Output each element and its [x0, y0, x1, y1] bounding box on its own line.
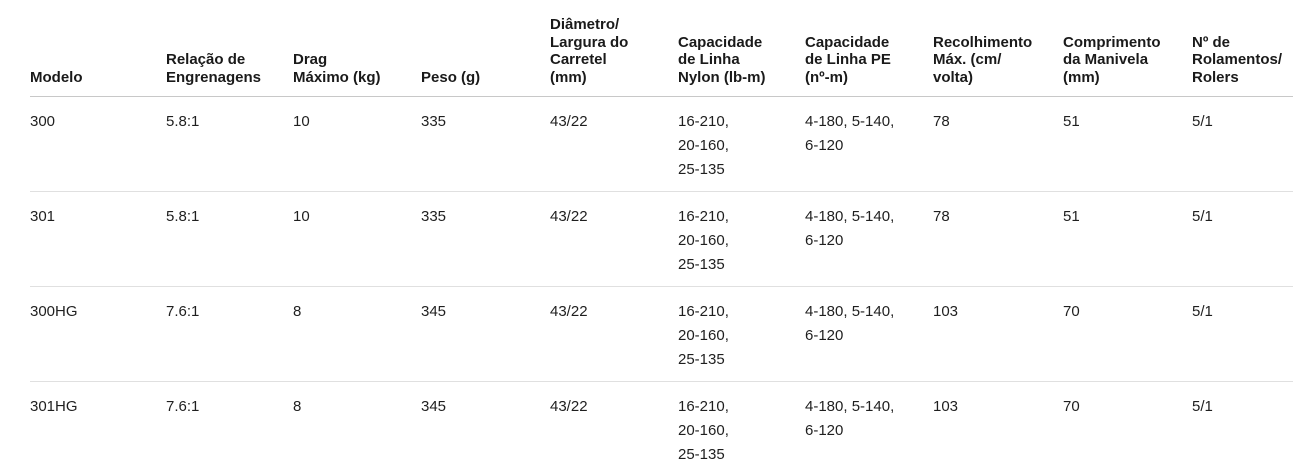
cell-peso: 345 — [421, 287, 550, 382]
cell-rolamentos: 5/1 — [1192, 382, 1293, 476]
column-header-relacao-engrenagens: Relação de Engrenagens — [166, 0, 293, 97]
spec-table: Modelo Relação de Engrenagens Drag Máxim… — [30, 0, 1293, 476]
column-header-rolamentos: Nº de Rolamentos/ Rolers — [1192, 0, 1293, 97]
cell-modelo: 300 — [30, 97, 166, 192]
cell-relacao-engrenagens: 7.6:1 — [166, 382, 293, 476]
cell-drag-maximo: 8 — [293, 287, 421, 382]
cell-comprimento-manivela: 70 — [1063, 382, 1192, 476]
column-header-recolhimento-max: Recolhimento Máx. (cm/ volta) — [933, 0, 1063, 97]
cell-comprimento-manivela: 51 — [1063, 97, 1192, 192]
cell-rolamentos: 5/1 — [1192, 192, 1293, 287]
cell-peso: 335 — [421, 192, 550, 287]
column-header-drag-maximo: Drag Máximo (kg) — [293, 0, 421, 97]
cell-diametro-largura: 43/22 — [550, 287, 678, 382]
cell-drag-maximo: 10 — [293, 97, 421, 192]
header-row: Modelo Relação de Engrenagens Drag Máxim… — [30, 0, 1293, 97]
table-row: 300HG 7.6:1 8 345 43/22 16-210, 20-160, … — [30, 287, 1293, 382]
cell-diametro-largura: 43/22 — [550, 192, 678, 287]
cell-modelo: 300HG — [30, 287, 166, 382]
column-header-modelo: Modelo — [30, 0, 166, 97]
cell-capacidade-pe: 4-180, 5-140, 6-120 — [805, 287, 933, 382]
cell-recolhimento: 78 — [933, 97, 1063, 192]
cell-capacidade-pe: 4-180, 5-140, 6-120 — [805, 382, 933, 476]
column-header-comprimento-manivela: Comprimento da Manivela (mm) — [1063, 0, 1192, 97]
cell-capacidade-nylon: 16-210, 20-160, 25-135 — [678, 287, 805, 382]
cell-relacao-engrenagens: 7.6:1 — [166, 287, 293, 382]
column-header-peso: Peso (g) — [421, 0, 550, 97]
table-row: 301 5.8:1 10 335 43/22 16-210, 20-160, 2… — [30, 192, 1293, 287]
cell-peso: 335 — [421, 97, 550, 192]
table-header: Modelo Relação de Engrenagens Drag Máxim… — [30, 0, 1293, 97]
cell-modelo: 301HG — [30, 382, 166, 476]
cell-rolamentos: 5/1 — [1192, 97, 1293, 192]
column-header-capacidade-linha-nylon: Capacidade de Linha Nylon (lb-m) — [678, 0, 805, 97]
cell-capacidade-nylon: 16-210, 20-160, 25-135 — [678, 97, 805, 192]
cell-recolhimento: 103 — [933, 287, 1063, 382]
cell-comprimento-manivela: 51 — [1063, 192, 1192, 287]
cell-rolamentos: 5/1 — [1192, 287, 1293, 382]
table-row: 301HG 7.6:1 8 345 43/22 16-210, 20-160, … — [30, 382, 1293, 476]
cell-diametro-largura: 43/22 — [550, 97, 678, 192]
cell-capacidade-pe: 4-180, 5-140, 6-120 — [805, 97, 933, 192]
table-row: 300 5.8:1 10 335 43/22 16-210, 20-160, 2… — [30, 97, 1293, 192]
cell-recolhimento: 103 — [933, 382, 1063, 476]
column-header-capacidade-linha-pe: Capacidade de Linha PE (nº-m) — [805, 0, 933, 97]
cell-drag-maximo: 10 — [293, 192, 421, 287]
cell-drag-maximo: 8 — [293, 382, 421, 476]
cell-capacidade-nylon: 16-210, 20-160, 25-135 — [678, 382, 805, 476]
cell-diametro-largura: 43/22 — [550, 382, 678, 476]
cell-capacidade-pe: 4-180, 5-140, 6-120 — [805, 192, 933, 287]
column-header-diametro-largura-carretel: Diâmetro/ Largura do Carretel (mm) — [550, 0, 678, 97]
cell-relacao-engrenagens: 5.8:1 — [166, 97, 293, 192]
table-body: 300 5.8:1 10 335 43/22 16-210, 20-160, 2… — [30, 97, 1293, 476]
cell-peso: 345 — [421, 382, 550, 476]
cell-comprimento-manivela: 70 — [1063, 287, 1192, 382]
cell-relacao-engrenagens: 5.8:1 — [166, 192, 293, 287]
cell-recolhimento: 78 — [933, 192, 1063, 287]
cell-modelo: 301 — [30, 192, 166, 287]
cell-capacidade-nylon: 16-210, 20-160, 25-135 — [678, 192, 805, 287]
